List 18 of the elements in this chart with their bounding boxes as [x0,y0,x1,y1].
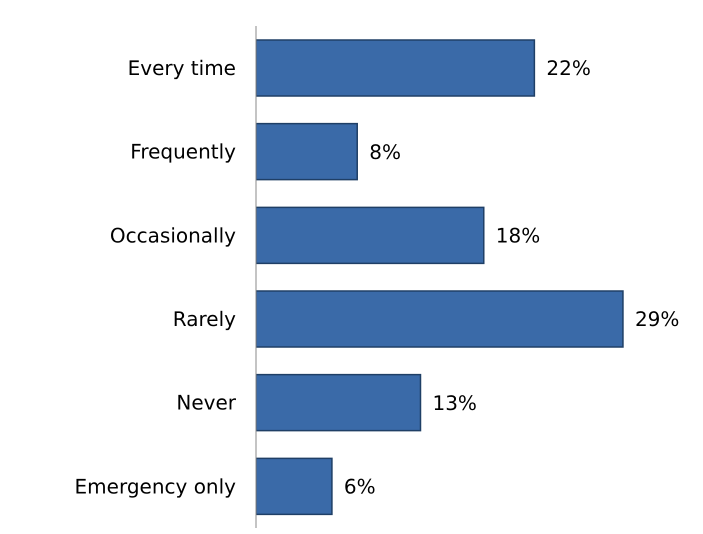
data-label: 8% [369,140,401,164]
y-tick-label: Occasionally [110,223,236,248]
bar [256,290,624,348]
y-tick-label: Emergency only [74,474,236,498]
bar [256,374,422,432]
data-label: 29% [634,307,680,332]
bar [256,39,536,97]
data-label: 22% [546,56,591,80]
data-label: 18% [496,223,540,248]
y-tick-label: Never [176,390,237,415]
bar [256,122,358,180]
bar [256,206,485,264]
bar [256,458,333,516]
y-tick-label: Frequently [130,140,236,164]
data-label: 13% [432,390,477,415]
y-tick-label: Every time [128,56,236,80]
data-label: 6% [344,474,376,498]
y-tick-label: Rarely [172,306,236,331]
